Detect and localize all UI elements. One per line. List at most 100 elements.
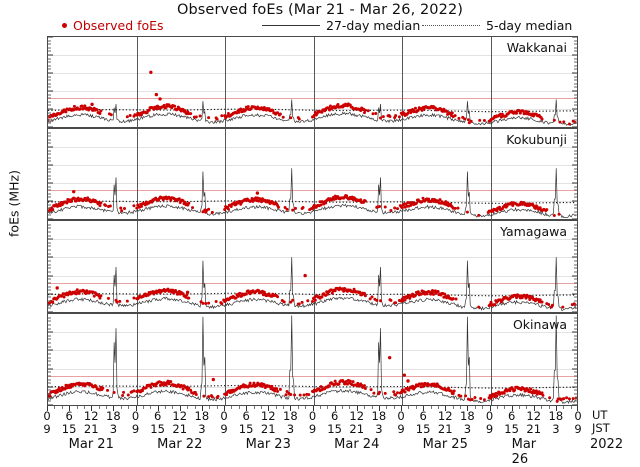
data-point (51, 207, 55, 211)
data-point-outlier (406, 379, 410, 383)
data-point (207, 301, 211, 305)
data-point (394, 301, 398, 305)
x-label-jst: 21 (349, 422, 365, 436)
data-point (363, 294, 367, 298)
y-tick-minor (48, 68, 51, 70)
y-tick-minor (574, 160, 577, 162)
data-point (285, 389, 289, 393)
y-tick-minor (574, 249, 577, 251)
data-point (529, 387, 533, 391)
y-tick-minor (574, 397, 577, 399)
x-tick-minor (460, 406, 461, 409)
x-tick (113, 406, 115, 411)
data-point (414, 201, 418, 205)
data-point (169, 380, 173, 384)
x-label-ut: 12 (437, 409, 453, 423)
data-point (313, 298, 317, 302)
x-tick (201, 406, 203, 411)
data-point (552, 213, 556, 217)
data-point (302, 393, 306, 397)
data-point (459, 394, 463, 398)
y-tick-minor (574, 175, 577, 177)
y-tick (48, 126, 53, 127)
y-tick-minor (574, 227, 577, 229)
x-tick-minor (305, 406, 307, 409)
y-tick (572, 164, 577, 166)
y-tick-minor (48, 76, 51, 78)
y-tick (48, 293, 53, 295)
y-tick-minor (48, 112, 51, 114)
y-tick-minor (48, 264, 51, 266)
data-point (524, 296, 528, 300)
y-tick-minor (574, 328, 577, 330)
day-divider (225, 129, 226, 219)
data-point (393, 206, 397, 210)
data-point (565, 396, 569, 400)
data-point (194, 393, 198, 397)
observed-foes-points (48, 355, 577, 403)
threshold-line (48, 375, 577, 377)
y-tick-minor (48, 375, 51, 377)
y-tick (572, 108, 577, 110)
y-tick-minor (48, 214, 51, 216)
x-tick-minor (541, 406, 543, 409)
data-point (276, 111, 280, 115)
data-point (282, 300, 286, 304)
y-tick-minor (574, 324, 577, 326)
data-point (275, 387, 279, 391)
data-point (445, 109, 449, 113)
y-tick-minor (574, 68, 577, 70)
y-tick-minor (48, 204, 51, 206)
data-point (389, 298, 393, 302)
panel-wakkanai: Wakkanai 0510152025 (47, 36, 578, 128)
data-point (320, 295, 324, 299)
x-tick-minor (496, 406, 498, 409)
data-point (452, 389, 456, 393)
x-tick (401, 406, 402, 411)
data-point (140, 204, 144, 208)
day-divider (313, 129, 315, 219)
data-point (187, 201, 191, 205)
y-tick-minor (574, 304, 577, 306)
data-point-outlier (55, 286, 59, 290)
data-point (482, 119, 486, 123)
data-point (383, 205, 387, 209)
x-label-jst: 15 (415, 422, 431, 436)
day-divider (490, 129, 492, 219)
data-point (252, 381, 256, 385)
data-point (276, 295, 280, 299)
x-tick (290, 406, 292, 411)
data-point (166, 287, 170, 291)
x-tick-minor (482, 406, 484, 409)
gridline (48, 332, 577, 334)
y-tick-minor (574, 289, 577, 291)
y-tick-minor (574, 242, 577, 244)
x-tick-minor (364, 406, 366, 409)
data-point (239, 107, 243, 111)
data-point (99, 294, 103, 298)
y-tick-minor (48, 328, 51, 330)
data-point (567, 397, 571, 401)
data-point (293, 393, 297, 397)
data-point (453, 206, 457, 210)
x-tick-minor (150, 406, 152, 409)
data-point (396, 207, 400, 211)
y-tick-minor (48, 346, 51, 348)
data-point (413, 106, 417, 110)
y-tick-minor (48, 338, 51, 340)
year-label: 2022 (590, 437, 624, 452)
y-tick-minor (48, 324, 51, 326)
y-tick (572, 293, 577, 295)
day-divider (136, 221, 138, 312)
y-tick-minor (48, 253, 51, 255)
y-tick-minor (574, 335, 577, 337)
x-axis-ut-row: 0 6 12 18 0 6 12 18 0 6 12 18 0 6 12 18 0 6 12 18 0 6 12 18 0 (43, 409, 581, 423)
y-tick (572, 182, 577, 184)
data-point (379, 116, 383, 120)
data-point (324, 201, 328, 205)
data-point (248, 292, 252, 296)
threshold-line (48, 282, 577, 284)
y-tick (572, 349, 577, 351)
x-tick-minor (349, 406, 351, 409)
data-point (204, 302, 208, 306)
